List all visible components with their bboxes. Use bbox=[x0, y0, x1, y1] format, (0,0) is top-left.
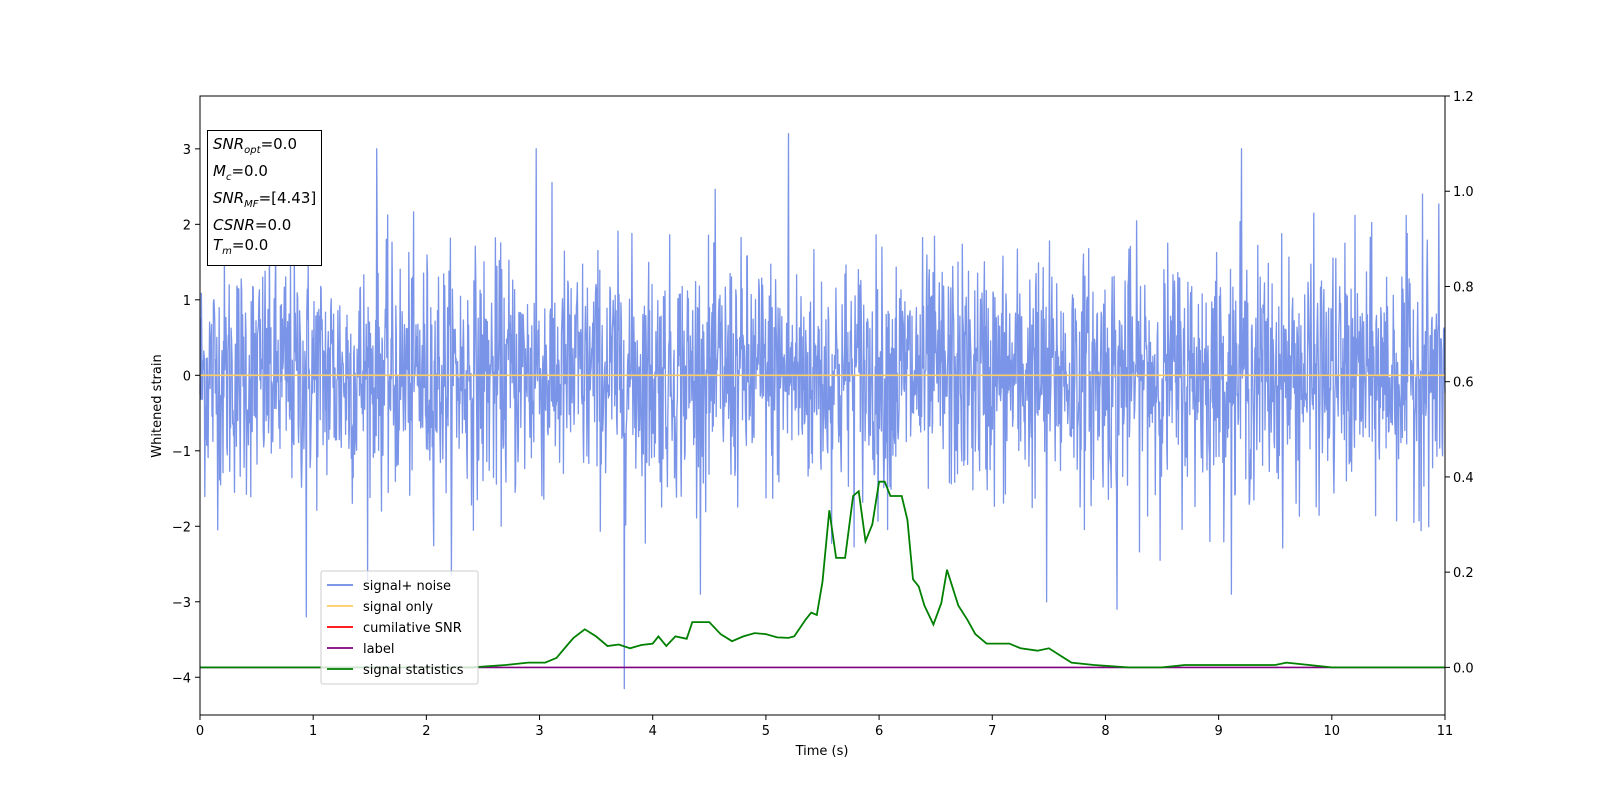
y2-tick-label: 0.6 bbox=[1453, 376, 1474, 391]
info-box: SNRopt=0.0 Mc=0.0 SNRMF=[4.43] CSNR=0.0 … bbox=[207, 130, 323, 266]
legend: signal+ noise signal only cumilative SNR la… bbox=[320, 570, 479, 685]
legend-label: signal only bbox=[363, 600, 433, 615]
y2-tick-label: 0.4 bbox=[1453, 471, 1474, 486]
info-tm: Tm=0.0 bbox=[213, 236, 269, 257]
y-axis-right: 1.2 1.0 0.8 0.6 0.4 0.2 0.0 bbox=[1445, 90, 1474, 676]
legend-box bbox=[320, 570, 479, 685]
signal-noise-series bbox=[199, 133, 1446, 690]
signal-noise-line bbox=[199, 133, 1446, 690]
x-tick-label: 11 bbox=[1437, 724, 1454, 739]
legend-label: signal+ noise bbox=[363, 579, 451, 594]
y-tick-label: 2 bbox=[183, 218, 191, 233]
x-tick-label: 9 bbox=[1214, 724, 1222, 739]
y-tick-label: 3 bbox=[183, 143, 191, 158]
info-csnr: CSNR=0.0 bbox=[213, 216, 292, 234]
legend-label: cumilative SNR bbox=[363, 621, 462, 636]
x-tick-label: 1 bbox=[309, 724, 317, 739]
y-tick-label: −1 bbox=[172, 445, 191, 460]
x-tick-label: 0 bbox=[196, 724, 204, 739]
y-tick-label: 1 bbox=[183, 294, 191, 309]
info-snr-opt: SNRopt=0.0 bbox=[213, 135, 297, 156]
y-tick-label: −2 bbox=[172, 520, 191, 535]
y2-tick-label: 0.8 bbox=[1453, 280, 1474, 295]
x-axis-label: Time (s) bbox=[795, 744, 849, 759]
x-tick-label: 2 bbox=[422, 724, 430, 739]
x-tick-label: 7 bbox=[988, 724, 996, 739]
y-tick-label: −3 bbox=[172, 596, 191, 611]
y2-tick-label: 0.2 bbox=[1453, 566, 1474, 581]
y-axis-label: Whitened strain bbox=[150, 354, 165, 457]
y-tick-label: 0 bbox=[183, 369, 191, 384]
legend-label: signal statistics bbox=[363, 663, 464, 678]
y2-tick-label: 0.0 bbox=[1453, 661, 1474, 676]
info-snr-mf: SNRMF=[4.43] bbox=[213, 189, 317, 210]
plot-area-frame bbox=[199, 95, 1446, 716]
x-axis: 0 1 2 3 4 5 6 7 8 9 10 11 bbox=[196, 715, 1453, 739]
y2-tick-label: 1.2 bbox=[1453, 90, 1474, 105]
x-tick-label: 8 bbox=[1101, 724, 1109, 739]
x-tick-label: 6 bbox=[875, 724, 883, 739]
y2-tick-label: 1.0 bbox=[1453, 185, 1474, 200]
x-tick-label: 10 bbox=[1324, 724, 1341, 739]
y-tick-label: −4 bbox=[172, 671, 191, 686]
x-tick-label: 4 bbox=[649, 724, 657, 739]
info-mc: Mc=0.0 bbox=[213, 162, 268, 183]
x-tick-label: 3 bbox=[535, 724, 543, 739]
signal-statistics-line bbox=[200, 480, 1445, 669]
x-tick-label: 5 bbox=[762, 724, 770, 739]
legend-label: label bbox=[363, 642, 394, 657]
y-axis-left: 3 2 1 0 −1 −2 −3 −4 bbox=[172, 143, 200, 686]
